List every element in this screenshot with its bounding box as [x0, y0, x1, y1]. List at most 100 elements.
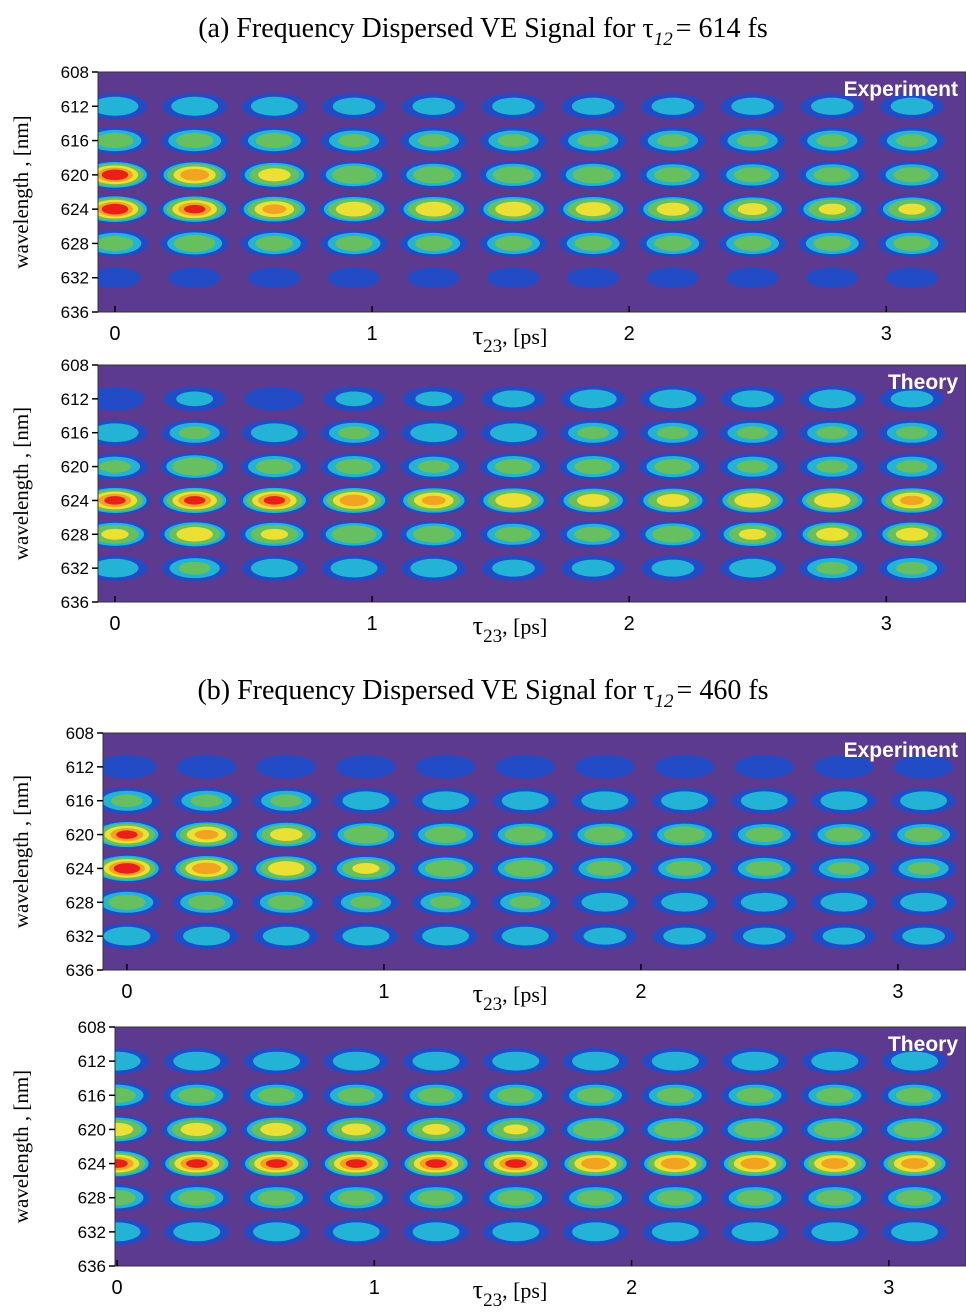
heat-level: [260, 1122, 293, 1136]
y-tick-label: 616: [61, 424, 89, 443]
heat-level: [253, 1222, 301, 1242]
heat-level: [654, 755, 715, 779]
heat-spot: [400, 161, 468, 189]
heat-spot: [880, 93, 944, 120]
heat-level: [332, 1222, 380, 1242]
heat-level: [494, 235, 533, 251]
heat-level: [341, 1123, 372, 1136]
heat-spot: [481, 419, 546, 446]
heat-level: [813, 235, 851, 251]
heat-spot: [812, 923, 876, 949]
heat-spot: [482, 1081, 550, 1109]
heat-spot: [652, 787, 717, 814]
heat-level: [352, 862, 380, 874]
heat-level: [332, 97, 376, 115]
heat-spot: [98, 419, 148, 446]
heat-level: [487, 267, 540, 289]
heat-level: [270, 794, 303, 808]
heat-spot: [480, 520, 547, 548]
x-axis-label: τ23, [ps]: [473, 321, 548, 357]
heat-level: [738, 528, 767, 540]
heat-spot: [480, 229, 547, 257]
heat-spot: [253, 923, 319, 950]
heat-spot: [115, 1218, 150, 1245]
heat-level: [424, 860, 467, 877]
heat-spot: [483, 1048, 549, 1075]
heat-spot: [103, 787, 160, 814]
heat-spot: [241, 1149, 312, 1178]
heat-spot: [398, 486, 469, 515]
heat-level: [115, 1051, 141, 1071]
heat-level: [250, 96, 298, 116]
heat-spot: [890, 855, 957, 882]
heat-level: [190, 794, 223, 808]
heat-spot: [487, 267, 540, 289]
heat-spot: [719, 1149, 791, 1178]
heat-level: [98, 235, 134, 251]
heat-spot: [332, 889, 399, 916]
heat-level: [494, 526, 533, 542]
heat-level: [904, 827, 943, 843]
heat-level: [821, 1158, 849, 1170]
heat-level: [574, 235, 612, 251]
heat-spot: [558, 486, 628, 515]
heat-spot: [802, 1218, 868, 1245]
y-tick-label: 616: [66, 792, 94, 811]
heat-spot: [244, 387, 305, 411]
heat-spot: [241, 419, 307, 446]
heat-level: [811, 1222, 859, 1242]
heat-spot: [879, 419, 945, 446]
heat-level: [890, 390, 934, 408]
heat-level: [581, 892, 629, 912]
y-axis-label: wavelength , [nm]: [9, 115, 33, 268]
y-tick-label: 636: [61, 303, 89, 322]
heat-spot: [559, 520, 627, 548]
panel-label: Experiment: [844, 78, 958, 101]
heat-spot: [877, 195, 947, 224]
heat-level: [572, 1222, 620, 1242]
heat-level: [574, 526, 612, 542]
heat-spot: [641, 1081, 709, 1109]
heat-spot: [161, 555, 228, 582]
heat-spot: [640, 1149, 711, 1178]
heat-level: [816, 426, 849, 440]
heat-level: [656, 1087, 694, 1103]
heat-spot: [159, 486, 231, 515]
heat-level: [263, 496, 286, 505]
y-tick-label: 608: [66, 724, 94, 743]
heat-level: [569, 389, 617, 409]
heat-level: [192, 862, 222, 875]
heat-spot: [402, 1184, 470, 1212]
heat-spot: [103, 854, 163, 883]
heat-level: [269, 828, 303, 842]
heat-spot: [642, 1048, 708, 1075]
heat-level: [422, 1123, 450, 1135]
heat-spot: [333, 787, 399, 814]
heat-spot: [881, 1184, 948, 1212]
heat-level: [663, 826, 706, 843]
heat-spot: [115, 1184, 151, 1212]
heat-level: [584, 826, 626, 843]
heat-level: [901, 1158, 929, 1170]
heat-spot: [403, 1218, 469, 1245]
heat-spot: [799, 555, 866, 582]
heat-spot: [240, 127, 308, 155]
heat-spot: [575, 755, 635, 779]
heat-level: [257, 1087, 296, 1103]
heat-spot: [722, 1048, 788, 1075]
heat-spot: [331, 854, 401, 883]
heat-level: [415, 755, 476, 779]
heat-spot: [98, 555, 148, 582]
heat-level: [737, 203, 768, 216]
heat-spot: [402, 93, 466, 120]
heat-level: [733, 235, 772, 251]
heat-level: [898, 203, 926, 215]
heat-level: [572, 1051, 620, 1071]
heat-level: [184, 496, 206, 505]
heat-level: [891, 1222, 939, 1242]
heat-spot: [321, 555, 387, 582]
heat-level: [331, 165, 377, 184]
title-text: (a) Frequency Dispersed VE Signal for τ: [198, 13, 654, 44]
heat-spot: [885, 267, 939, 289]
heat-spot: [483, 1218, 549, 1245]
